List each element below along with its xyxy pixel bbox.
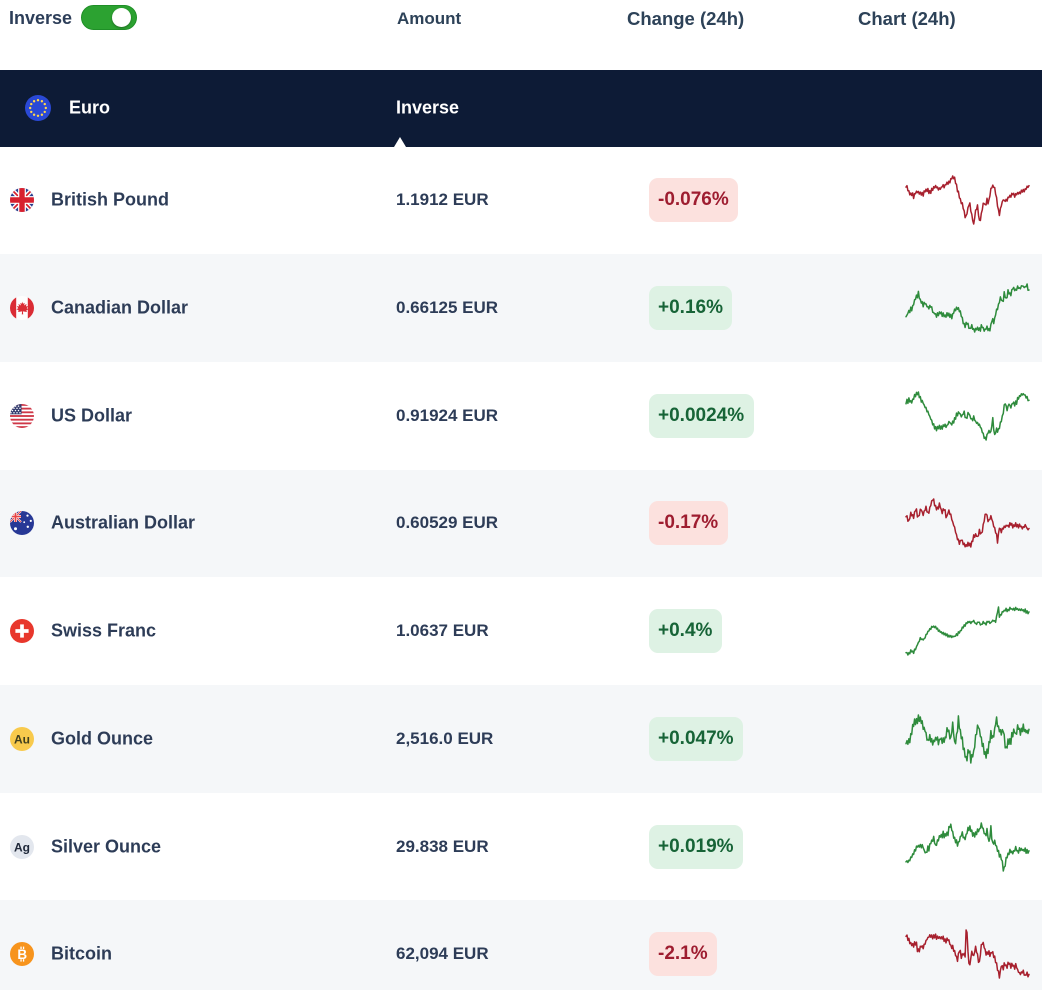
svg-text:B: B [17,947,27,962]
svg-text:Ag: Ag [14,840,30,854]
svg-text:Au: Au [14,732,30,746]
